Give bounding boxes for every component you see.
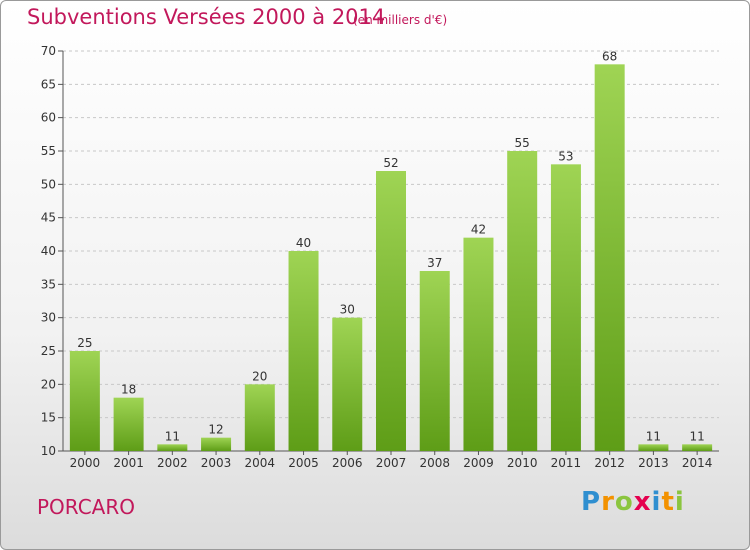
x-tick-label: 2001 — [113, 456, 144, 470]
x-tick-label: 2003 — [201, 456, 232, 470]
bar-value-label: 12 — [208, 423, 223, 437]
y-tick-label: 15 — [41, 411, 56, 425]
y-tick-label: 60 — [41, 111, 56, 125]
y-tick-label: 35 — [41, 277, 56, 291]
x-tick-label: 2010 — [507, 456, 538, 470]
bar-value-label: 52 — [383, 156, 398, 170]
bar — [244, 384, 275, 451]
bar — [201, 437, 232, 451]
town-name: PORCARO — [37, 495, 135, 519]
y-tick-label: 40 — [41, 244, 56, 258]
x-tick-label: 2014 — [682, 456, 713, 470]
chart-title: Subventions Versées 2000 à 2014 — [27, 5, 386, 29]
logo-letter: i — [651, 487, 662, 517]
bar-value-label: 18 — [121, 383, 136, 397]
x-tick-label: 2005 — [288, 456, 319, 470]
x-tick-label: 2008 — [419, 456, 450, 470]
x-tick-label: 2002 — [157, 456, 188, 470]
y-tick-label: 70 — [41, 44, 56, 58]
bar — [419, 271, 450, 451]
proxiti-logo: Proxiti — [581, 487, 685, 517]
y-tick-label: 20 — [41, 377, 56, 391]
bar-value-label: 11 — [689, 429, 704, 443]
bar-value-label: 40 — [296, 236, 311, 250]
bar — [638, 444, 669, 451]
x-tick-label: 2012 — [594, 456, 625, 470]
bar — [288, 251, 319, 451]
bar-value-label: 55 — [515, 136, 530, 150]
bar — [332, 317, 363, 451]
bar-value-label: 25 — [77, 336, 92, 350]
x-tick-label: 2004 — [245, 456, 276, 470]
x-tick-label: 2011 — [551, 456, 582, 470]
logo-letter: r — [601, 487, 615, 517]
bar — [594, 64, 625, 452]
bar — [157, 444, 188, 451]
y-tick-label: 30 — [41, 311, 56, 325]
bar — [550, 164, 581, 452]
chart-subtitle: (en milliers d'€) — [353, 13, 448, 27]
x-tick-label: 2000 — [70, 456, 101, 470]
bar-value-label: 37 — [427, 256, 442, 270]
y-tick-label: 10 — [41, 444, 56, 458]
bar — [69, 351, 100, 451]
bar — [113, 397, 144, 451]
y-tick-label: 50 — [41, 177, 56, 191]
y-tick-label: 25 — [41, 344, 56, 358]
bar — [507, 151, 538, 451]
y-tick-label: 55 — [41, 144, 56, 158]
x-tick-label: 2006 — [332, 456, 363, 470]
logo-letter: o — [614, 487, 634, 517]
bar-value-label: 11 — [646, 429, 661, 443]
bar — [682, 444, 713, 451]
y-tick-label: 45 — [41, 211, 56, 225]
bar-value-label: 30 — [340, 303, 355, 317]
bar — [463, 237, 494, 451]
logo-letter: i — [674, 487, 685, 517]
bar-value-label: 68 — [602, 49, 617, 63]
bar-value-label: 53 — [558, 149, 573, 163]
logo-letter: t — [661, 487, 675, 517]
logo-letter: P — [581, 487, 602, 517]
x-tick-label: 2009 — [463, 456, 494, 470]
x-tick-label: 2007 — [376, 456, 407, 470]
x-tick-label: 2013 — [638, 456, 669, 470]
y-tick-label: 65 — [41, 77, 56, 91]
bar-value-label: 42 — [471, 223, 486, 237]
bar-value-label: 11 — [165, 429, 180, 443]
bar-value-label: 20 — [252, 369, 267, 383]
logo-letter: x — [633, 487, 652, 517]
bar — [376, 171, 406, 451]
